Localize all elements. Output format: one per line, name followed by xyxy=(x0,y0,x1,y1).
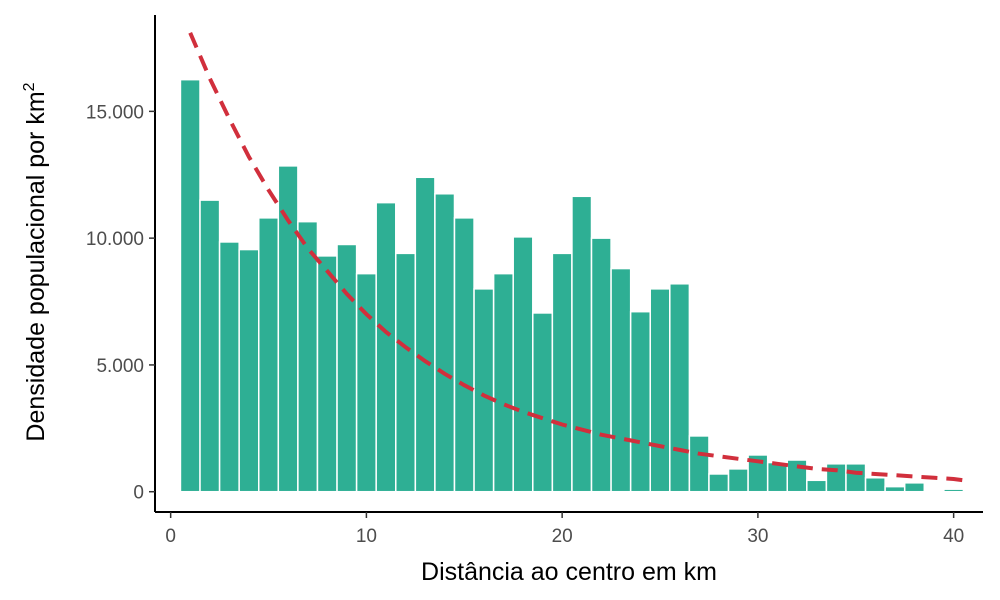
y-axis-title: Densidade populacional por km2 xyxy=(21,82,50,441)
bar xyxy=(610,267,632,493)
x-tick-label: 40 xyxy=(943,526,964,547)
bar xyxy=(336,243,358,493)
bar xyxy=(669,283,691,493)
bar xyxy=(532,312,554,493)
bar xyxy=(649,288,671,493)
bar xyxy=(375,201,397,493)
bar xyxy=(434,193,456,493)
bar xyxy=(629,310,651,493)
bar xyxy=(414,176,436,493)
bar xyxy=(316,255,338,493)
x-tick-label: 20 xyxy=(552,526,573,547)
bar xyxy=(473,288,495,493)
bar xyxy=(943,488,965,493)
y-axis-title-superscript: 2 xyxy=(21,82,38,91)
bar xyxy=(257,217,280,493)
bar xyxy=(688,435,710,493)
y-tick-label: 5.000 xyxy=(96,356,144,377)
bar xyxy=(355,272,377,493)
bar xyxy=(708,473,730,493)
bar xyxy=(179,78,201,493)
bar xyxy=(845,463,867,493)
x-axis-title: Distância ao centro em km xyxy=(421,558,717,586)
bar xyxy=(512,236,534,493)
bar xyxy=(923,489,945,493)
y-tick-label: 15.000 xyxy=(86,102,144,123)
bar xyxy=(199,199,221,493)
bar xyxy=(806,479,828,493)
x-tick-label: 10 xyxy=(356,526,377,547)
trend-line xyxy=(188,32,964,483)
y-axis-ticks: 0 5.000 10.000 15.000 xyxy=(86,102,155,504)
bar xyxy=(238,248,260,493)
bars-layer xyxy=(179,78,965,493)
bar xyxy=(297,220,319,493)
bar xyxy=(453,217,475,493)
bar xyxy=(492,272,514,493)
bar xyxy=(551,252,573,493)
x-tick-label: 0 xyxy=(165,526,176,547)
y-axis-title-main: Densidade populacional por km xyxy=(22,91,50,441)
y-tick-label: 0 xyxy=(133,483,144,504)
bar xyxy=(571,195,593,493)
bar xyxy=(864,477,886,493)
y-tick-label: 10.000 xyxy=(86,229,144,250)
bar xyxy=(277,165,299,493)
bar xyxy=(786,459,808,493)
bar xyxy=(727,468,749,493)
bar xyxy=(395,252,417,493)
bar xyxy=(590,237,612,493)
x-axis-ticks: 0 10 20 30 40 xyxy=(165,512,964,547)
bar xyxy=(218,241,240,493)
bar xyxy=(884,485,906,493)
bar xyxy=(903,482,926,493)
bar xyxy=(766,461,789,493)
x-tick-label: 30 xyxy=(747,526,768,547)
